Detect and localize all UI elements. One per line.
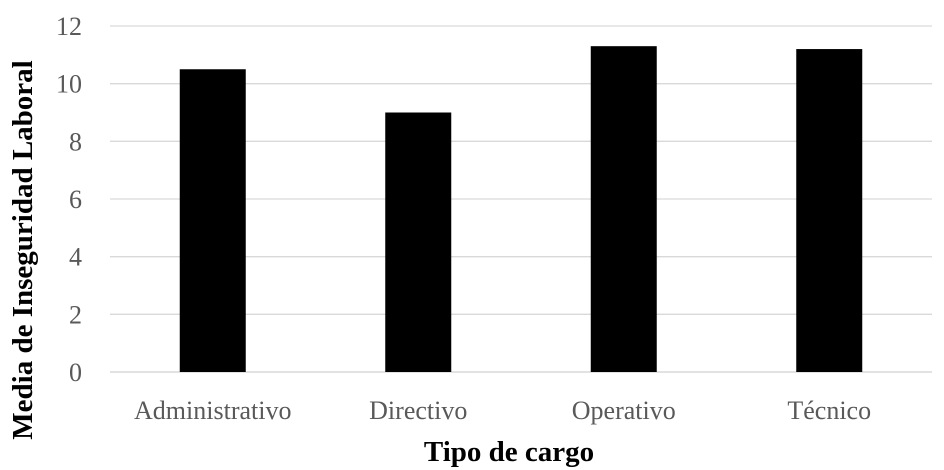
bar-tecnico <box>796 49 863 373</box>
x-tick-label: Directivo <box>369 396 467 425</box>
y-tick-label: 6 <box>69 185 82 214</box>
y-tick-label: 8 <box>69 127 82 156</box>
y-tick-label: 0 <box>69 358 82 387</box>
y-tick-label: 12 <box>56 12 82 41</box>
bar-operativo <box>590 46 657 372</box>
x-tick-label: Administrativo <box>134 396 291 425</box>
bar-directivo <box>385 112 452 372</box>
y-axis-title: Media de Inseguridad Laboral <box>7 60 39 439</box>
bar-administrativo <box>179 69 246 372</box>
x-tick-labels: Administrativo Directivo Operativo Técnico <box>134 396 871 425</box>
x-axis-title: Tipo de cargo <box>424 436 594 468</box>
bars <box>179 46 863 373</box>
y-tick-label: 10 <box>56 70 82 99</box>
x-tick-label: Operativo <box>572 396 676 425</box>
y-tick-label: 2 <box>69 300 82 329</box>
gridlines <box>110 25 932 373</box>
y-tick-label: 4 <box>69 243 82 272</box>
x-tick-label: Técnico <box>787 396 871 425</box>
y-tick-labels: 0 2 4 6 8 10 12 <box>56 12 82 387</box>
